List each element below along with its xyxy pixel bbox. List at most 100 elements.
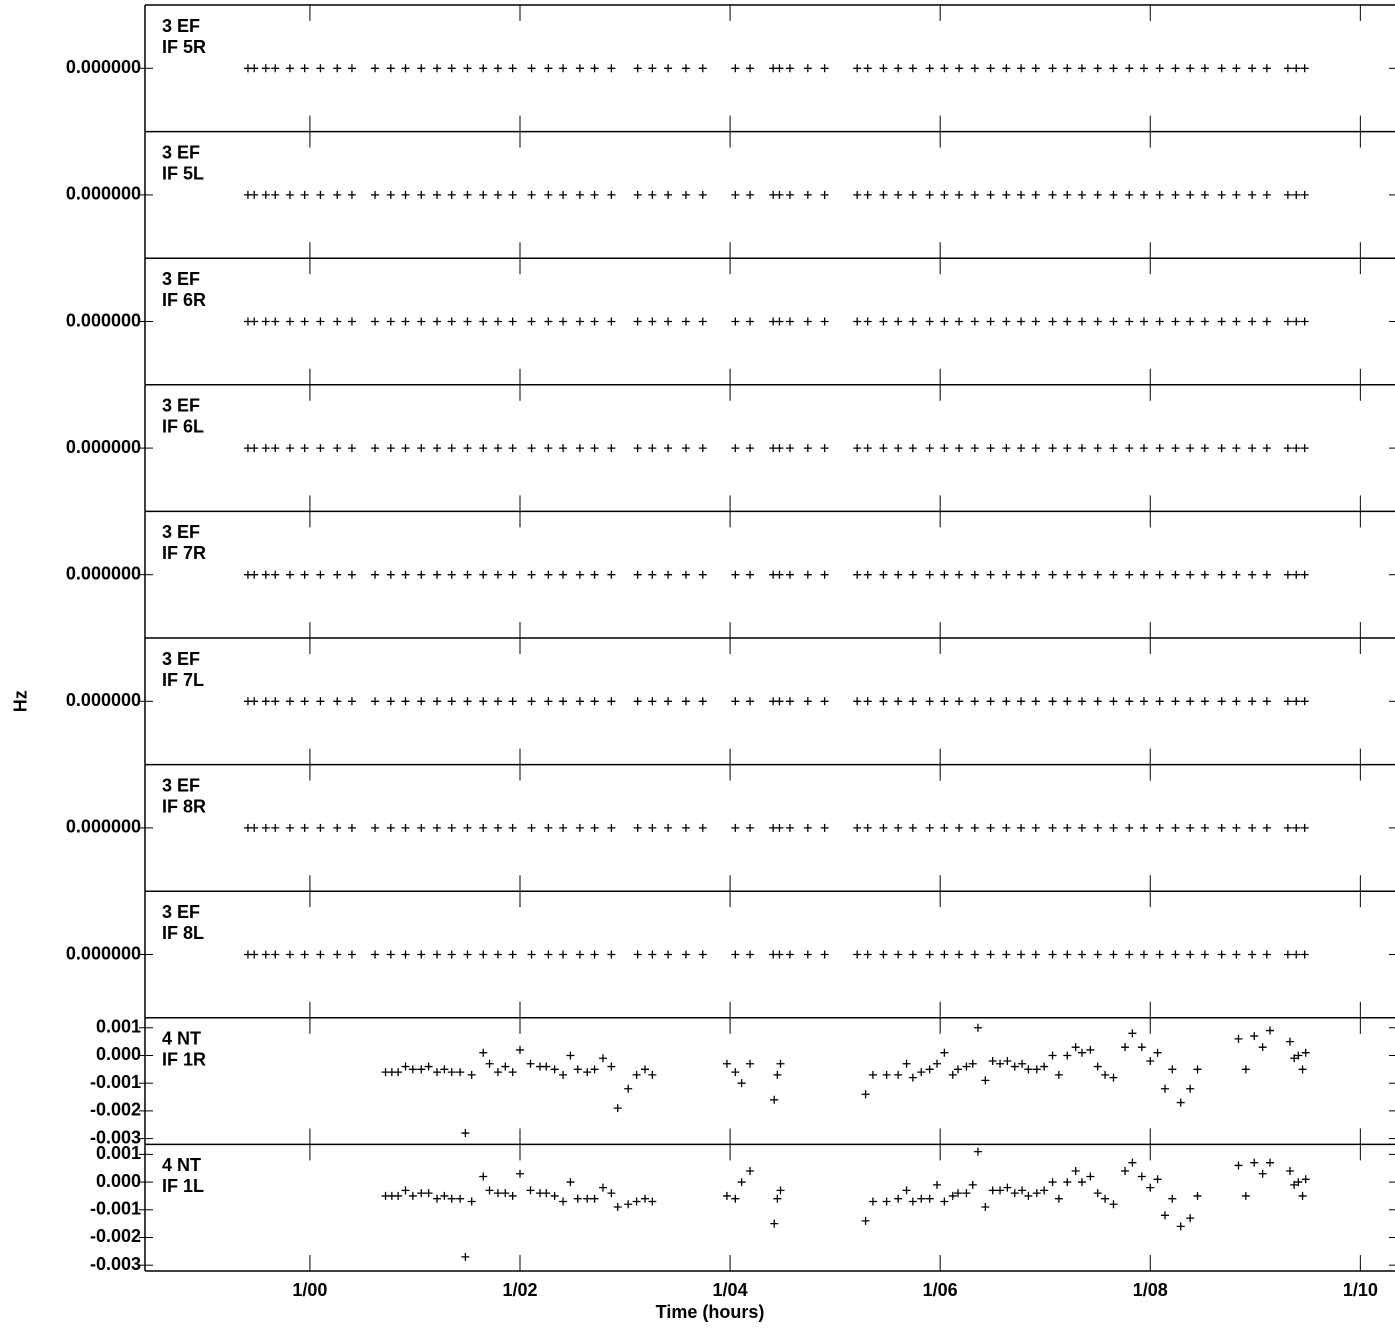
point <box>575 317 584 326</box>
point <box>333 697 342 706</box>
point <box>775 697 784 706</box>
point <box>526 1186 535 1195</box>
point <box>1063 1051 1072 1060</box>
point <box>698 823 707 832</box>
point <box>1300 950 1309 959</box>
point <box>447 697 456 706</box>
point <box>925 1194 934 1203</box>
point <box>1283 190 1292 199</box>
point <box>371 64 380 73</box>
point <box>542 1062 551 1071</box>
point <box>575 64 584 73</box>
point <box>590 444 599 453</box>
point <box>316 570 325 579</box>
point <box>347 950 356 959</box>
point <box>508 1191 517 1200</box>
panel-label: 3 EF <box>162 649 200 669</box>
point <box>316 823 325 832</box>
point <box>607 697 616 706</box>
point <box>1186 570 1195 579</box>
point <box>463 950 472 959</box>
point <box>1250 1032 1259 1041</box>
point <box>433 190 442 199</box>
point <box>1186 1084 1195 1093</box>
point <box>590 1194 599 1203</box>
point <box>746 317 755 326</box>
point <box>902 1186 911 1195</box>
point <box>1283 950 1292 959</box>
point <box>559 1197 568 1206</box>
point <box>316 444 325 453</box>
point <box>261 317 270 326</box>
point <box>1125 570 1134 579</box>
point <box>1262 570 1271 579</box>
point <box>746 570 755 579</box>
point <box>607 950 616 959</box>
y-tick-label: 0.000000 <box>66 437 141 457</box>
point <box>1002 570 1011 579</box>
point <box>925 64 934 73</box>
point <box>1217 317 1226 326</box>
point <box>746 823 755 832</box>
point <box>917 1194 926 1203</box>
point <box>820 190 829 199</box>
point <box>573 1194 582 1203</box>
point <box>1171 697 1180 706</box>
point <box>333 190 342 199</box>
point <box>271 823 280 832</box>
point <box>1186 950 1195 959</box>
x-tick-label: 1/06 <box>923 1280 958 1300</box>
point <box>467 1197 476 1206</box>
point <box>698 444 707 453</box>
point <box>1093 190 1102 199</box>
point <box>1071 1043 1080 1052</box>
point <box>1292 317 1301 326</box>
point <box>775 823 784 832</box>
point <box>1266 1026 1274 1035</box>
point <box>527 697 536 706</box>
point <box>820 444 829 453</box>
point <box>933 1059 942 1068</box>
point <box>803 570 812 579</box>
point <box>981 1203 990 1212</box>
point <box>261 950 270 959</box>
point <box>1200 570 1209 579</box>
point <box>1137 1172 1146 1181</box>
point <box>463 697 472 706</box>
point <box>590 570 599 579</box>
point <box>527 950 536 959</box>
point <box>1071 1166 1080 1175</box>
point <box>333 950 342 959</box>
point <box>894 1194 903 1203</box>
point <box>981 1076 990 1085</box>
point <box>698 950 707 959</box>
point <box>1200 444 1209 453</box>
point <box>1300 317 1309 326</box>
point <box>775 190 784 199</box>
point <box>1262 950 1271 959</box>
point <box>664 444 673 453</box>
point <box>544 950 553 959</box>
point <box>908 697 917 706</box>
point <box>894 570 903 579</box>
point <box>1048 190 1057 199</box>
point <box>394 1191 403 1200</box>
point <box>1017 444 1026 453</box>
point <box>493 570 502 579</box>
point <box>868 1197 877 1206</box>
point <box>746 444 755 453</box>
point <box>1031 190 1040 199</box>
point <box>962 1189 971 1198</box>
point <box>417 190 426 199</box>
point <box>894 823 903 832</box>
point <box>1283 64 1292 73</box>
point <box>633 444 642 453</box>
point <box>1077 697 1086 706</box>
point <box>940 1048 949 1057</box>
panel-label: 3 EF <box>162 269 200 289</box>
point <box>417 697 426 706</box>
point <box>1121 1166 1130 1175</box>
point <box>664 697 673 706</box>
point <box>479 823 488 832</box>
point <box>1109 317 1118 326</box>
